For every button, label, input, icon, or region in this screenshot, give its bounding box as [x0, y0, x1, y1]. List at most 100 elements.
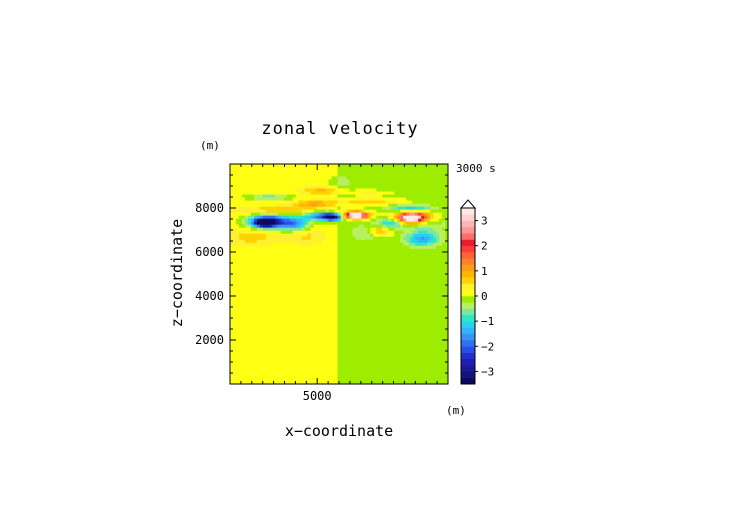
heatmap-cell: [352, 287, 356, 291]
heatmap-cell: [238, 350, 243, 355]
heatmap-cell: [445, 257, 449, 261]
heatmap-cell: [424, 335, 428, 340]
heatmap-cell: [373, 296, 377, 301]
heatmap-cell: [295, 299, 300, 304]
heatmap-cell: [379, 335, 383, 340]
heatmap-cell: [286, 224, 291, 228]
heatmap-cell: [400, 215, 404, 219]
heatmap-cell: [316, 263, 320, 267]
heatmap-cell: [346, 353, 350, 358]
heatmap-cell: [247, 188, 252, 192]
heatmap-cell: [250, 215, 255, 219]
heatmap-cell: [283, 221, 288, 225]
heatmap-cell: [415, 350, 419, 355]
heatmap-cell: [403, 287, 407, 291]
heatmap-cell: [370, 266, 374, 270]
heatmap-cell: [418, 272, 422, 276]
heatmap-cell: [325, 191, 329, 195]
heatmap-cell: [379, 380, 383, 385]
heatmap-cell: [442, 377, 446, 382]
heatmap-cell: [340, 290, 344, 294]
heatmap-cell: [280, 257, 285, 261]
heatmap-cell: [376, 317, 380, 322]
heatmap-cell: [373, 347, 377, 352]
heatmap-cell: [316, 332, 320, 337]
time-label: 3000 s: [456, 162, 496, 175]
heatmap-cell: [331, 272, 335, 276]
heatmap-cell: [382, 224, 386, 228]
heatmap-cell: [322, 233, 326, 237]
heatmap-cell: [343, 221, 347, 225]
heatmap-cell: [439, 365, 443, 370]
heatmap-cell: [352, 314, 356, 319]
heatmap-cell: [230, 308, 234, 313]
heatmap-cell: [376, 269, 380, 273]
heatmap-cell: [301, 323, 306, 328]
heatmap-cell: [346, 362, 350, 367]
heatmap-cell: [412, 209, 416, 213]
heatmap-cell: [343, 248, 347, 252]
heatmap-cell: [322, 308, 326, 313]
heatmap-cell: [436, 236, 440, 240]
heatmap-cell: [430, 218, 434, 222]
heatmap-cell: [346, 203, 350, 207]
heatmap-cell: [397, 332, 401, 337]
heatmap-cell: [286, 347, 291, 352]
heatmap-cell: [433, 362, 437, 367]
heatmap-cell: [430, 335, 434, 340]
heatmap-cell: [283, 233, 288, 237]
heatmap-cell: [409, 284, 413, 288]
heatmap-cell: [433, 359, 437, 364]
heatmap-cell: [418, 251, 422, 255]
heatmap-cell: [292, 218, 297, 222]
heatmap-cell: [283, 371, 288, 376]
heatmap-cell: [385, 215, 389, 219]
heatmap-cell: [379, 308, 383, 313]
heatmap-cell: [244, 233, 249, 237]
heatmap-cell: [304, 323, 309, 328]
heatmap-cell: [241, 233, 246, 237]
heatmap-cell: [361, 281, 365, 285]
heatmap-cell: [310, 329, 315, 334]
heatmap-cell: [235, 341, 240, 346]
heatmap-cell: [319, 332, 323, 337]
heatmap-cell: [313, 185, 318, 189]
heatmap-cell: [283, 209, 288, 213]
heatmap-cell: [328, 341, 332, 346]
heatmap-cell: [427, 359, 431, 364]
heatmap-cell: [394, 296, 398, 301]
heatmap-cell: [418, 380, 422, 385]
heatmap-cell: [439, 239, 443, 243]
heatmap-cell: [415, 248, 419, 252]
heatmap-cell: [406, 332, 410, 337]
heatmap-cell: [376, 287, 380, 291]
heatmap-cell: [256, 251, 261, 255]
heatmap-cell: [283, 269, 288, 273]
heatmap-cell: [436, 272, 440, 276]
heatmap-cell: [259, 194, 264, 198]
heatmap-cell: [385, 338, 389, 343]
heatmap-cell: [301, 284, 306, 288]
heatmap-cell: [412, 221, 416, 225]
heatmap-cell: [277, 305, 282, 310]
heatmap-cell: [277, 308, 282, 313]
heatmap-cell: [289, 317, 294, 322]
heatmap-cell: [310, 254, 315, 258]
heatmap-cell: [421, 332, 425, 337]
heatmap-cell: [373, 257, 377, 261]
heatmap-cell: [316, 374, 320, 379]
heatmap-cell: [331, 236, 335, 240]
heatmap-cell: [292, 245, 297, 249]
heatmap-cell: [304, 278, 309, 282]
heatmap-cell: [349, 320, 353, 325]
heatmap-cell: [265, 245, 270, 249]
heatmap-cell: [301, 233, 306, 237]
heatmap-cell: [331, 254, 335, 258]
heatmap-cell: [385, 197, 389, 201]
heatmap-cell: [298, 317, 303, 322]
heatmap-cell: [289, 188, 294, 192]
heatmap-cell: [274, 227, 279, 231]
heatmap-cell: [445, 224, 449, 228]
heatmap-cell: [259, 305, 264, 310]
heatmap-cell: [358, 248, 362, 252]
